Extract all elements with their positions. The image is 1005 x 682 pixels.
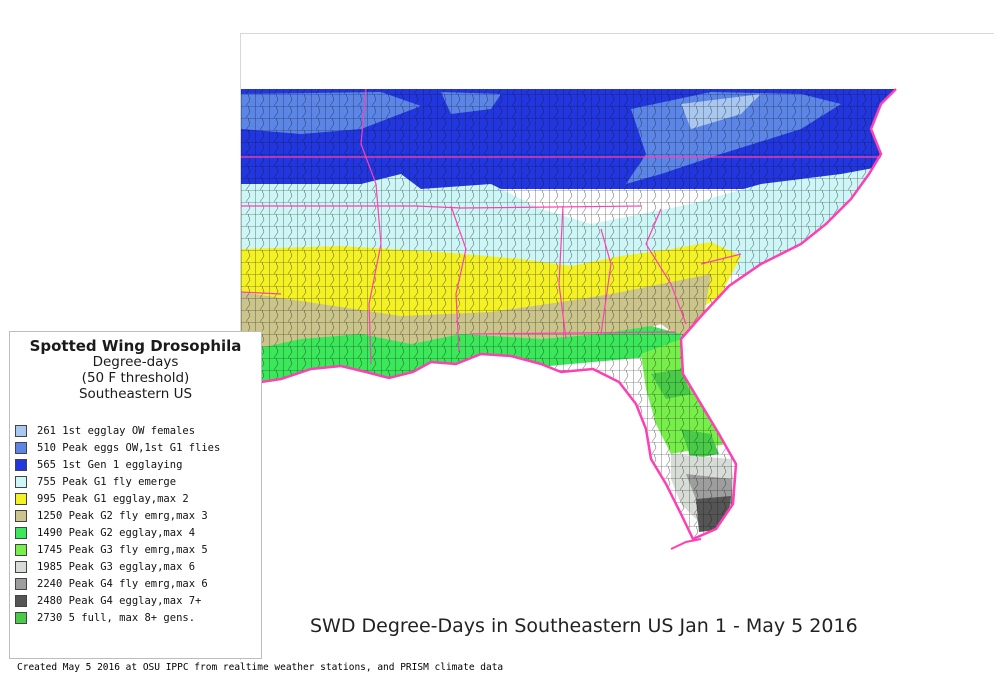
legend-item: 1250 Peak G2 fly emrg,max 3 <box>15 507 220 524</box>
legend-item-label: 755 Peak G1 fly emerge <box>37 475 177 488</box>
legend-item-label: 995 Peak G1 egglay,max 2 <box>37 492 189 505</box>
legend-item-label: 1985 Peak G3 egglay,max 6 <box>37 560 196 573</box>
legend-item-label: 2730 5 full, max 8+ gens. <box>37 611 196 624</box>
legend-swatch <box>15 526 27 539</box>
legend-item: 2480 Peak G4 egglay,max 7+ <box>15 592 220 609</box>
legend-item: 510 Peak eggs OW,1st G1 flies <box>15 439 220 456</box>
legend-item: 995 Peak G1 egglay,max 2 <box>15 490 220 507</box>
legend-item: 1745 Peak G3 fly emrg,max 5 <box>15 541 220 558</box>
legend-subtitle-line: Southeastern US <box>78 386 193 402</box>
legend-item: 565 1st Gen 1 egglaying <box>15 456 220 473</box>
legend-item-label: 2240 Peak G4 fly emrg,max 6 <box>37 577 208 590</box>
legend-swatch <box>15 577 27 590</box>
legend-item-label: 510 Peak eggs OW,1st G1 flies <box>37 441 221 454</box>
legend-swatch <box>15 492 27 505</box>
legend-swatch <box>15 441 27 454</box>
map-caption: SWD Degree-Days in Southeastern US Jan 1… <box>310 615 858 637</box>
legend-subtitle-line: (50 F threshold) <box>81 370 190 386</box>
legend-swatch <box>15 458 27 471</box>
legend-item-label: 2480 Peak G4 egglay,max 7+ <box>37 594 202 607</box>
credit-line: Created May 5 2016 at OSU IPPC from real… <box>17 662 504 673</box>
map-legend: Spotted Wing Drosophila Degree-days (50 … <box>9 331 262 659</box>
legend-swatch <box>15 611 27 624</box>
legend-subtitle-line: Degree-days <box>92 354 179 370</box>
legend-swatch <box>15 509 27 522</box>
state-boundaries <box>241 88 881 365</box>
legend-swatch <box>15 594 27 607</box>
legend-item-label: 1490 Peak G2 egglay,max 4 <box>37 526 196 539</box>
land-zones <box>241 89 896 539</box>
legend-item: 261 1st egglay OW females <box>15 422 220 439</box>
legend-item-label: 1250 Peak G2 fly emrg,max 3 <box>37 509 208 522</box>
legend-swatch <box>15 560 27 573</box>
map-panel <box>240 33 994 660</box>
legend-title: Spotted Wing Drosophila <box>29 337 242 355</box>
legend-item: 1490 Peak G2 egglay,max 4 <box>15 524 220 541</box>
legend-item: 755 Peak G1 fly emerge <box>15 473 220 490</box>
legend-swatch <box>15 424 27 437</box>
legend-item: 2240 Peak G4 fly emrg,max 6 <box>15 575 220 592</box>
legend-item-label: 261 1st egglay OW females <box>37 424 196 437</box>
legend-item: 1985 Peak G3 egglay,max 6 <box>15 558 220 575</box>
county-lines <box>241 89 896 539</box>
legend-item-label: 1745 Peak G3 fly emrg,max 5 <box>37 543 208 556</box>
legend-swatch <box>15 475 27 488</box>
legend-item-label: 565 1st Gen 1 egglaying <box>37 458 183 471</box>
legend-items: 261 1st egglay OW females 510 Peak eggs O… <box>15 422 220 626</box>
florida-keys <box>670 538 702 550</box>
degree-day-map <box>241 88 897 550</box>
legend-swatch <box>15 543 27 556</box>
coastline <box>260 88 897 541</box>
legend-item: 2730 5 full, max 8+ gens. <box>15 609 220 626</box>
